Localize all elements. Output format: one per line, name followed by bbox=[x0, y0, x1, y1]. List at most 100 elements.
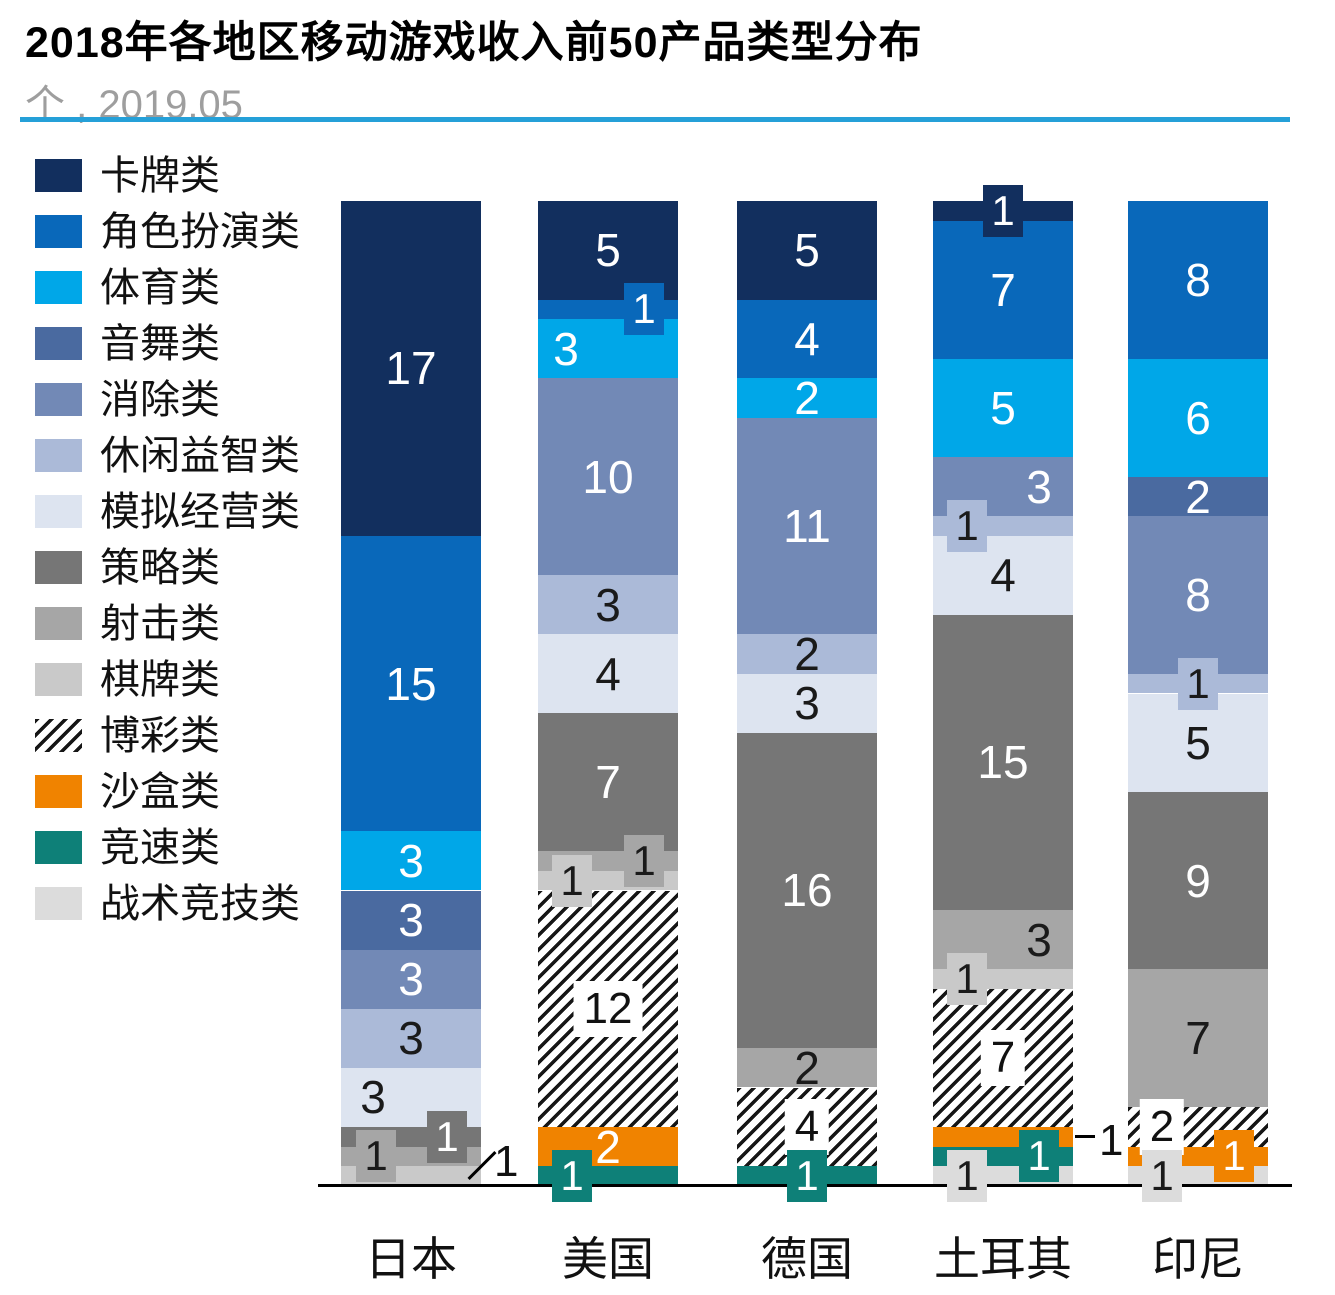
callout-label-射击类-美国: 1 bbox=[624, 834, 664, 887]
legend-label: 射击类 bbox=[100, 601, 220, 646]
legend-item-博彩类: 博彩类 bbox=[35, 716, 300, 756]
segment-value-label: 7 bbox=[595, 756, 621, 809]
segment-value-label: 3 bbox=[398, 1012, 424, 1065]
segment-策略类-德国: 16 bbox=[737, 732, 877, 1049]
segment-射击类-德国: 2 bbox=[737, 1045, 877, 1091]
segment-体育类-德国: 2 bbox=[737, 375, 877, 421]
legend-item-休闲益智类: 休闲益智类 bbox=[35, 436, 300, 476]
legend-label: 沙盒类 bbox=[100, 769, 220, 814]
callout-label-角色扮演类-美国: 1 bbox=[624, 283, 664, 336]
segment-value-label: 8 bbox=[1185, 253, 1211, 306]
segment-体育类-美国: 3 bbox=[538, 319, 678, 379]
legend-swatch bbox=[35, 439, 82, 472]
segment-value-label: 16 bbox=[781, 864, 833, 917]
legend-swatch bbox=[35, 159, 82, 192]
segment-value-label: 5 bbox=[595, 224, 621, 277]
legend-swatch bbox=[35, 887, 82, 920]
segment-消除类-德国: 11 bbox=[737, 417, 877, 635]
segment-value-label: 3 bbox=[1026, 460, 1052, 513]
legend-swatch bbox=[35, 215, 82, 248]
leader-line bbox=[1075, 1134, 1095, 1138]
callout-label-棋牌类-美国: 1 bbox=[552, 854, 592, 907]
segment-value-label: 3 bbox=[1026, 913, 1052, 966]
segment-value-label: 15 bbox=[385, 657, 437, 710]
legend-item-卡牌类: 卡牌类 bbox=[35, 156, 300, 196]
callout-label-竞速类-土耳其: 1 bbox=[1019, 1130, 1059, 1183]
segment-射击类-印尼: 7 bbox=[1128, 969, 1268, 1108]
legend-swatch bbox=[35, 831, 82, 864]
segment-value-label: 3 bbox=[595, 578, 621, 631]
callout-label-棋牌类-土耳其: 1 bbox=[947, 953, 987, 1006]
callout-label-战术竞技类-印尼: 1 bbox=[1142, 1150, 1182, 1203]
segment-消除类-印尼: 8 bbox=[1128, 516, 1268, 674]
legend-label: 策略类 bbox=[100, 545, 220, 590]
callout-label-竞速类-美国: 1 bbox=[552, 1150, 592, 1203]
callout-label-竞速类-德国: 1 bbox=[787, 1150, 827, 1203]
segment-value-label: 15 bbox=[977, 736, 1029, 789]
segment-角色扮演类-德国: 4 bbox=[737, 299, 877, 379]
segment-休闲益智类-日本: 3 bbox=[341, 1008, 481, 1068]
legend-swatch bbox=[35, 327, 82, 360]
legend-item-体育类: 体育类 bbox=[35, 268, 300, 308]
accent-rule bbox=[20, 117, 1290, 122]
legend-label: 卡牌类 bbox=[100, 153, 220, 198]
legend-item-模拟经营类: 模拟经营类 bbox=[35, 492, 300, 532]
legend-item-沙盒类: 沙盒类 bbox=[35, 772, 300, 812]
segment-value-label: 9 bbox=[1185, 854, 1211, 907]
segment-消除类-美国: 10 bbox=[538, 378, 678, 576]
leader-label-沙盒类-土耳其: 1 bbox=[1099, 1115, 1124, 1165]
segment-角色扮演类-土耳其: 7 bbox=[933, 220, 1073, 359]
segment-value-label: 3 bbox=[360, 1071, 386, 1124]
segment-value-label: 10 bbox=[582, 450, 634, 503]
chart-legend: 卡牌类 角色扮演类 体育类 音舞类 消除类 休闲益智类 模拟经营类 策略类 射击类 棋牌类 博彩类沙… bbox=[35, 156, 300, 924]
segment-模拟经营类-德国: 3 bbox=[737, 673, 877, 733]
segment-角色扮演类-印尼: 8 bbox=[1128, 201, 1268, 359]
x-axis-label-印尼: 印尼 bbox=[1152, 1233, 1244, 1285]
callout-label-战术竞技类-土耳其: 1 bbox=[947, 1150, 987, 1203]
legend-item-战术竞技类: 战术竞技类 bbox=[35, 884, 300, 924]
legend-label: 角色扮演类 bbox=[100, 209, 300, 254]
legend-label: 休闲益智类 bbox=[100, 433, 300, 478]
segment-value-label: 7 bbox=[990, 263, 1016, 316]
segment-value-label: 2 bbox=[794, 1041, 820, 1094]
segment-value-label: 5 bbox=[1185, 716, 1211, 769]
segment-消除类-日本: 3 bbox=[341, 949, 481, 1009]
legend-label: 消除类 bbox=[100, 377, 220, 422]
segment-value-label: 6 bbox=[1185, 391, 1211, 444]
segment-休闲益智类-德国: 2 bbox=[737, 631, 877, 677]
legend-item-角色扮演类: 角色扮演类 bbox=[35, 212, 300, 252]
segment-value-label: 7 bbox=[1185, 1012, 1211, 1065]
segment-体育类-日本: 3 bbox=[341, 831, 481, 891]
segment-value-label: 3 bbox=[398, 894, 424, 947]
segment-value-label: 2 bbox=[794, 372, 820, 424]
segment-音舞类-印尼: 2 bbox=[1128, 474, 1268, 520]
segment-体育类-土耳其: 5 bbox=[933, 358, 1073, 458]
segment-value-label: 17 bbox=[385, 342, 437, 395]
callout-label-博彩类-德国: 4 bbox=[784, 1098, 830, 1155]
callout-label-博彩类-印尼: 2 bbox=[1139, 1098, 1185, 1155]
legend-item-策略类: 策略类 bbox=[35, 548, 300, 588]
segment-体育类-印尼: 6 bbox=[1128, 358, 1268, 477]
segment-value-label: 4 bbox=[794, 312, 820, 365]
legend-label: 模拟经营类 bbox=[100, 489, 300, 534]
segment-value-label: 4 bbox=[595, 647, 621, 700]
legend-item-竞速类: 竞速类 bbox=[35, 828, 300, 868]
legend-swatch bbox=[35, 607, 82, 640]
legend-swatch bbox=[35, 663, 82, 696]
legend-swatch bbox=[35, 719, 82, 752]
callout-label-射击类-日本: 1 bbox=[356, 1130, 396, 1183]
legend-swatch bbox=[35, 551, 82, 584]
legend-label: 竞速类 bbox=[100, 825, 220, 870]
page-title: 2018年各地区移动游戏收入前50产品类型分布 bbox=[25, 19, 923, 67]
callout-label-休闲益智类-印尼: 1 bbox=[1178, 657, 1218, 710]
segment-value-label: 5 bbox=[794, 224, 820, 277]
segment-value-label: 11 bbox=[783, 500, 831, 553]
callout-label-沙盒类-印尼: 1 bbox=[1214, 1130, 1254, 1183]
segment-value-label: 2 bbox=[595, 1120, 621, 1173]
legend-label: 音舞类 bbox=[100, 321, 220, 366]
legend-swatch bbox=[35, 383, 82, 416]
x-axis-label-土耳其: 土耳其 bbox=[934, 1233, 1072, 1285]
segment-策略类-美国: 7 bbox=[538, 713, 678, 852]
callout-label-博彩类-土耳其: 7 bbox=[980, 1029, 1026, 1086]
